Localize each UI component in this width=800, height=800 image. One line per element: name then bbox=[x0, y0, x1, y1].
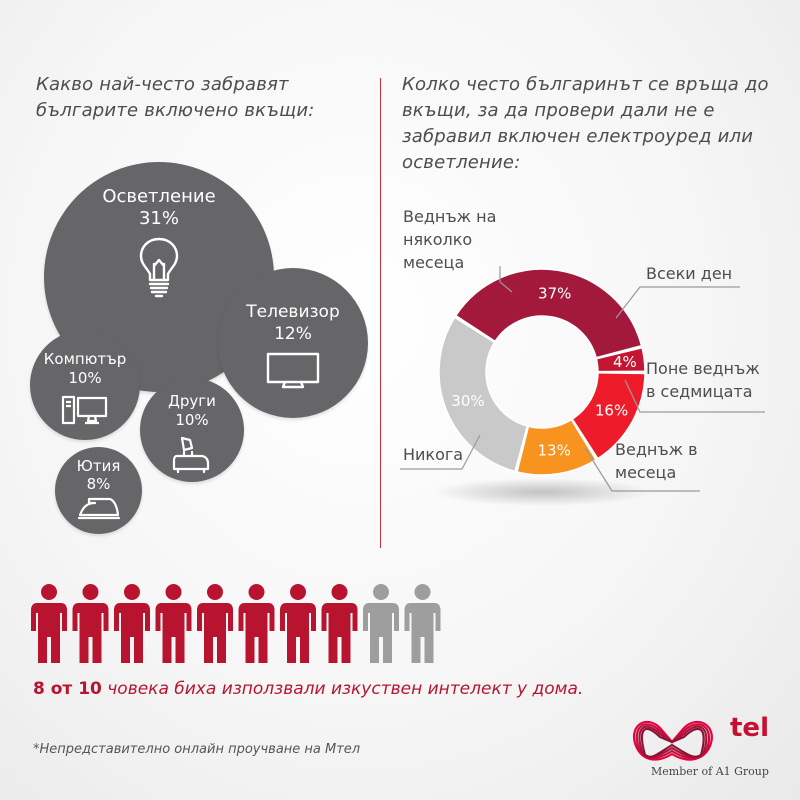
person-icon bbox=[280, 584, 316, 663]
slice-percent-label: 37% bbox=[538, 285, 571, 303]
person-icon bbox=[238, 584, 275, 663]
donut-category-label: Веднъж на няколко месеца bbox=[403, 207, 496, 272]
light-bulb-icon bbox=[139, 237, 179, 298]
donut-category-label: Веднъж в месеца bbox=[615, 440, 698, 482]
logo-text: tel bbox=[730, 713, 769, 743]
bubble-computer: Компютър 10% bbox=[30, 330, 140, 440]
slice-percent-label: 4% bbox=[613, 353, 637, 371]
donut-slices bbox=[438, 268, 646, 476]
people-row bbox=[31, 584, 441, 663]
donut-shadow bbox=[432, 478, 652, 506]
donut-slice bbox=[516, 418, 598, 476]
bubble-value: 10% bbox=[175, 411, 209, 429]
person-icon bbox=[72, 584, 109, 663]
donut-category-label: Никога bbox=[403, 445, 463, 464]
person-icon bbox=[155, 584, 192, 663]
ai-note: 8 от 10 човека биха използвали изкуствен… bbox=[33, 679, 583, 699]
bubble-label: Ютия bbox=[76, 457, 121, 475]
bubble-chart-title: Какво най-често забравят българите включ… bbox=[36, 74, 315, 121]
bubble-tv: Телевизор 12% bbox=[218, 268, 368, 418]
person-icon bbox=[321, 584, 358, 663]
bubble-label: Осветление bbox=[102, 186, 216, 207]
donut-slice bbox=[438, 316, 529, 473]
leader-line bbox=[615, 286, 740, 319]
donut-slice bbox=[595, 346, 646, 373]
donut-slice bbox=[571, 372, 646, 460]
kettle-toaster-icon bbox=[172, 436, 210, 474]
bubble-label: Други bbox=[168, 392, 216, 410]
ai-note-text: човека биха използвали изкуствен интелек… bbox=[101, 679, 584, 699]
donut-slice bbox=[454, 268, 643, 359]
person-icon bbox=[197, 584, 233, 663]
donut-labels: 37% 4% 16% 13% 30% Веднъж на няколко месеца Всек… bbox=[403, 207, 760, 482]
brand-tagline: Member of A1 Group bbox=[651, 765, 769, 778]
bubble-label: Телевизор bbox=[246, 302, 340, 322]
person-icon bbox=[404, 584, 441, 663]
leader-line bbox=[499, 266, 513, 293]
person-icon bbox=[114, 584, 150, 663]
slice-percent-label: 13% bbox=[537, 442, 570, 460]
donut-category-label: Поне веднъж в седмицата bbox=[646, 359, 760, 401]
bubble-other: Други 10% bbox=[140, 378, 244, 482]
bubble-value: 12% bbox=[274, 324, 312, 344]
bubble-value: 31% bbox=[138, 208, 179, 229]
logo-m-mark bbox=[633, 720, 713, 761]
bubble-value: 8% bbox=[86, 475, 111, 493]
person-icon bbox=[363, 584, 399, 663]
person-icon bbox=[31, 584, 67, 663]
footnote: *Непредставително онлайн проучване на Мт… bbox=[33, 742, 361, 757]
bubble-iron: Ютия 8% bbox=[55, 447, 142, 534]
donut-leader-lines bbox=[400, 266, 765, 492]
tv-icon bbox=[266, 352, 320, 389]
ai-note-count: 8 от 10 bbox=[33, 679, 102, 699]
computer-icon bbox=[61, 395, 108, 425]
leader-line bbox=[400, 434, 481, 470]
leader-line bbox=[624, 379, 765, 413]
donut-chart-title: Колко често българинът се връща до вкъщи… bbox=[402, 74, 769, 173]
bubble-label: Компютър bbox=[43, 350, 127, 368]
leader-line bbox=[584, 447, 700, 492]
brand-logo: tel bbox=[633, 713, 769, 761]
iron-icon bbox=[77, 497, 120, 520]
slice-percent-label: 30% bbox=[451, 392, 484, 410]
bubble-value: 10% bbox=[68, 369, 102, 387]
slice-percent-label: 16% bbox=[595, 402, 628, 420]
donut-category-label: Всеки ден bbox=[646, 264, 732, 283]
section-divider bbox=[380, 78, 381, 548]
